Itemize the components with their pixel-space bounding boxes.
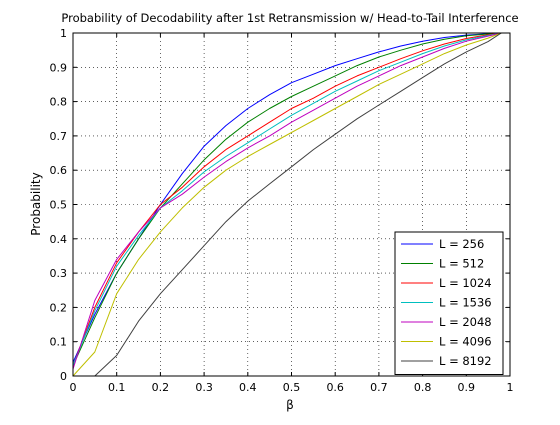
legend-label: L = 1536 (439, 296, 492, 310)
x-tick-label: 0.4 (239, 381, 257, 394)
x-tick-label: 0.6 (326, 381, 344, 394)
x-tick-label: 1 (507, 381, 514, 394)
y-tick-label: 0.1 (50, 336, 68, 349)
x-tick-label: 0.3 (195, 381, 213, 394)
x-tick-label: 0.5 (283, 381, 301, 394)
legend-label: L = 4096 (439, 335, 492, 349)
legend-label: L = 8192 (439, 354, 492, 368)
series-line-4 (72, 32, 502, 366)
legend-label: L = 256 (439, 237, 484, 251)
x-tick-label: 0.1 (108, 381, 126, 394)
x-axis-label: β (286, 398, 294, 412)
x-tick-label: 0.2 (152, 381, 170, 394)
y-tick-label: 0 (60, 370, 67, 383)
series-line-3 (72, 32, 502, 366)
y-tick-label: 0.4 (50, 233, 68, 246)
x-tick-label: 0.7 (370, 381, 388, 394)
y-tick-label: 0.7 (50, 130, 68, 143)
series-line-1 (72, 32, 502, 363)
y-tick-label: 0.8 (50, 96, 68, 109)
x-tick-label: 0.9 (458, 381, 476, 394)
legend-box (394, 231, 504, 375)
series-layer (72, 32, 502, 377)
y-tick-label: 0.2 (50, 301, 68, 314)
y-tick-label: 0.9 (50, 61, 68, 74)
y-tick-label: 1 (60, 27, 67, 40)
y-tick-label: 0.3 (50, 267, 68, 280)
y-tick-label: 0.6 (50, 164, 68, 177)
x-tick-label: 0 (70, 381, 77, 394)
axis-ticks (72, 32, 511, 377)
legend-label: L = 1024 (439, 276, 492, 290)
legend-label: L = 512 (439, 257, 484, 271)
series-line-2 (72, 32, 502, 366)
y-tick-label: 0.5 (50, 199, 68, 212)
y-axis-label: Probability (29, 172, 43, 235)
series-line-7 (73, 32, 502, 377)
series-line-6 (72, 32, 502, 377)
x-tick-label: 0.8 (414, 381, 432, 394)
series-line-5 (72, 32, 502, 370)
legend-label: L = 2048 (439, 315, 492, 329)
legend: L = 256 L = 512 L = 1024 L = 1536 L = 2048 L … (394, 231, 504, 375)
tick-labels: 0 0.1 0.2 0.3 0.4 0.5 0.6 0.7 0.8 0.9 1 0 0.1 0.2 0.3 0… (50, 27, 514, 394)
chart-title: Probability of Decodability after 1st Re… (61, 11, 518, 25)
